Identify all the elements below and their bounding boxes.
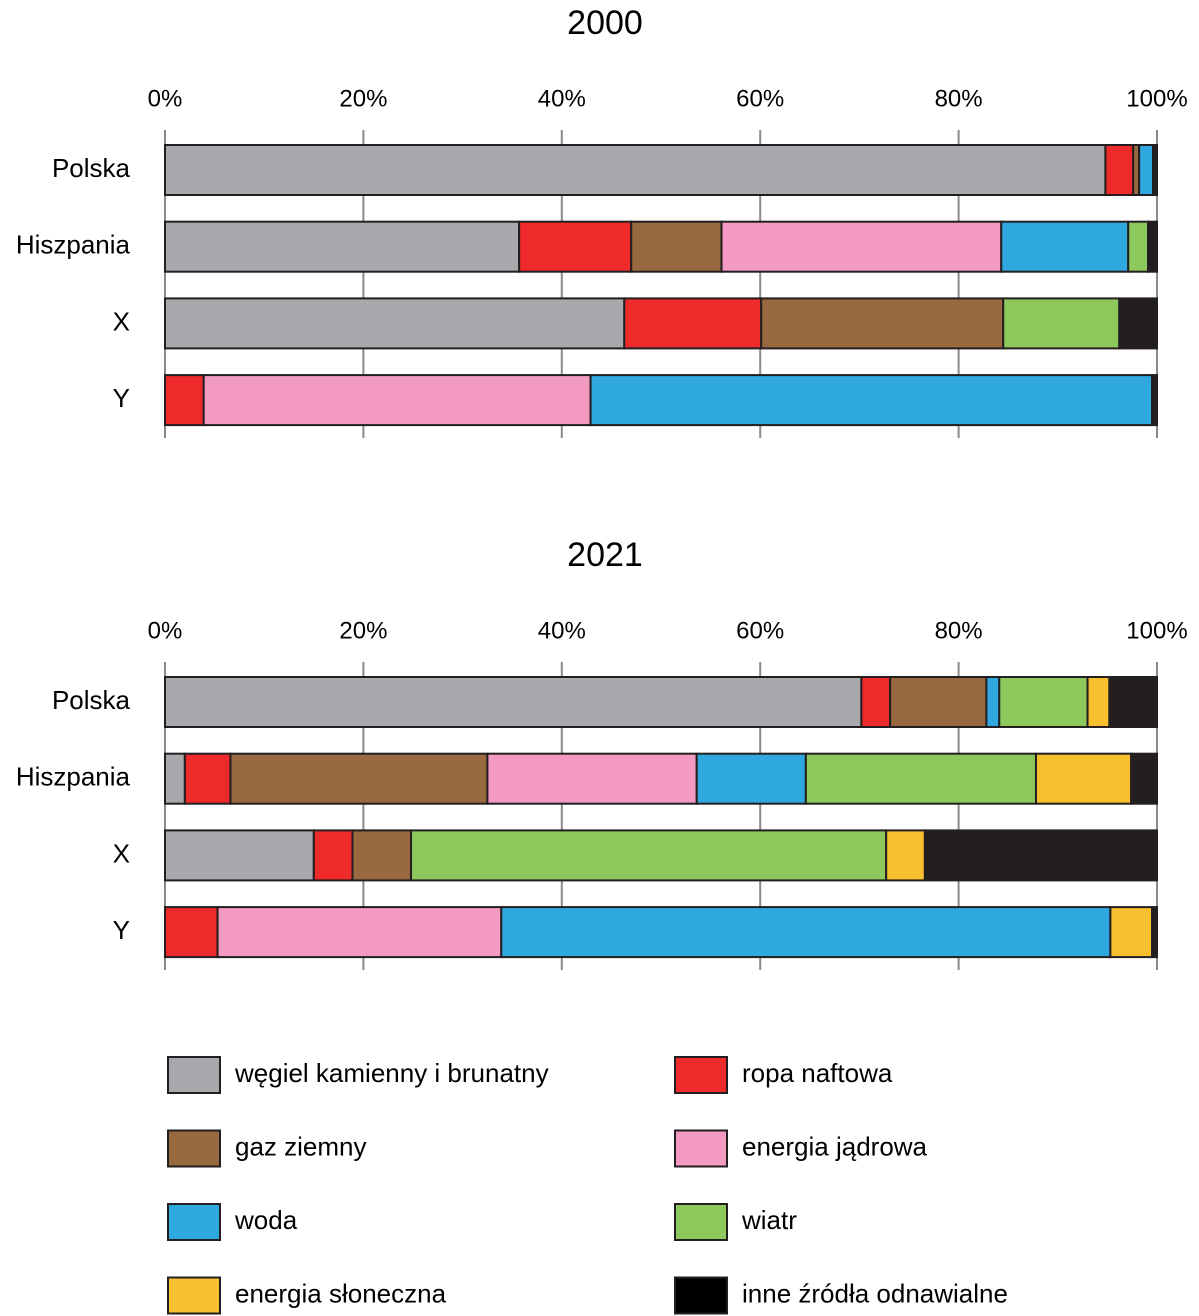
legend-swatch (674, 1203, 728, 1241)
bar-segment (720, 220, 1003, 273)
bar-segment (1118, 297, 1158, 350)
x-tick-label: 80% (935, 85, 983, 112)
bar-segment (202, 374, 592, 427)
legend-swatch (167, 1276, 221, 1315)
bar-segment (1127, 220, 1150, 273)
bar-segment (630, 220, 723, 273)
legend-swatch (167, 1129, 221, 1168)
x-tick-label: 0% (148, 85, 183, 112)
bar-segment (889, 676, 988, 728)
bar-segment (885, 829, 926, 882)
x-tick-label: 80% (935, 617, 983, 644)
bar-segment (1138, 144, 1155, 196)
bar-segment (164, 752, 186, 805)
y-tick-label: Hiszpania (16, 230, 131, 260)
x-tick-label: 100% (1126, 85, 1187, 112)
bar-segment (1086, 676, 1111, 728)
bar-segment (229, 752, 489, 805)
x-tick-label: 40% (538, 85, 586, 112)
chart-title: 2000 (567, 4, 643, 42)
bar-segment (312, 829, 354, 882)
bar-segment (486, 752, 698, 805)
bar-segment (1130, 752, 1159, 805)
bar-segment (1152, 144, 1158, 196)
x-tick-label: 100% (1126, 617, 1187, 644)
x-tick-label: 60% (736, 85, 784, 112)
legend-label: energia jądrowa (742, 1131, 928, 1161)
y-tick-label: Polska (52, 153, 131, 183)
legend-label: inne źródła odnawialne (742, 1278, 1008, 1308)
bar-segment (410, 829, 888, 882)
bar-segment (164, 906, 219, 959)
bar-segment (164, 374, 205, 427)
bar-segment (1002, 297, 1121, 350)
bar-segment (923, 829, 1159, 882)
y-tick-label: X (113, 838, 130, 868)
y-tick-label: Polska (52, 685, 131, 715)
bar-segment (164, 220, 521, 273)
bar-segment (183, 752, 232, 805)
bar-segment (589, 374, 1154, 427)
y-tick-label: Y (113, 383, 130, 413)
x-tick-label: 40% (538, 617, 586, 644)
bar-segment (1104, 144, 1135, 196)
bar-segment (1109, 906, 1154, 959)
legend-label: ropa naftowa (742, 1058, 893, 1088)
legend-swatch (674, 1276, 728, 1315)
bar-segment (760, 297, 1005, 350)
legend-label: gaz ziemny (235, 1131, 367, 1161)
y-tick-label: Hiszpania (16, 762, 131, 792)
bar-segment (500, 906, 1112, 959)
bar-segment (351, 829, 413, 882)
x-tick-label: 60% (736, 617, 784, 644)
legend-label: woda (234, 1205, 298, 1235)
bar-segment (518, 220, 633, 273)
legend-label: energia słoneczna (235, 1278, 447, 1308)
legend-label: węgiel kamienny i brunatny (234, 1058, 549, 1088)
bar-segment (985, 676, 1001, 728)
bar-segment (164, 676, 863, 728)
legend-swatch (674, 1056, 728, 1094)
bar-segment (1108, 676, 1159, 728)
bar-segment (695, 752, 807, 805)
chart-title: 2021 (567, 536, 643, 574)
x-tick-label: 0% (148, 617, 183, 644)
legend-label: wiatr (741, 1205, 797, 1235)
bar-segment (860, 676, 892, 728)
bar-segment (1151, 906, 1159, 959)
legend-swatch (674, 1129, 728, 1168)
bar-segment (1151, 374, 1159, 427)
bar-segment (164, 144, 1107, 196)
x-tick-label: 20% (339, 85, 387, 112)
bar-segment (804, 752, 1037, 805)
bar-segment (623, 297, 763, 350)
bar-segment (1147, 220, 1159, 273)
bar-segment (164, 829, 315, 882)
bar-segment (1000, 220, 1130, 273)
bar-segment (1034, 752, 1133, 805)
y-tick-label: Y (113, 915, 130, 945)
bar-segment (164, 297, 626, 350)
legend-swatch (167, 1056, 221, 1094)
x-tick-label: 20% (339, 617, 387, 644)
y-tick-label: X (113, 306, 130, 336)
bar-segment (216, 906, 503, 959)
bar-segment (998, 676, 1089, 728)
legend-swatch (167, 1203, 221, 1241)
